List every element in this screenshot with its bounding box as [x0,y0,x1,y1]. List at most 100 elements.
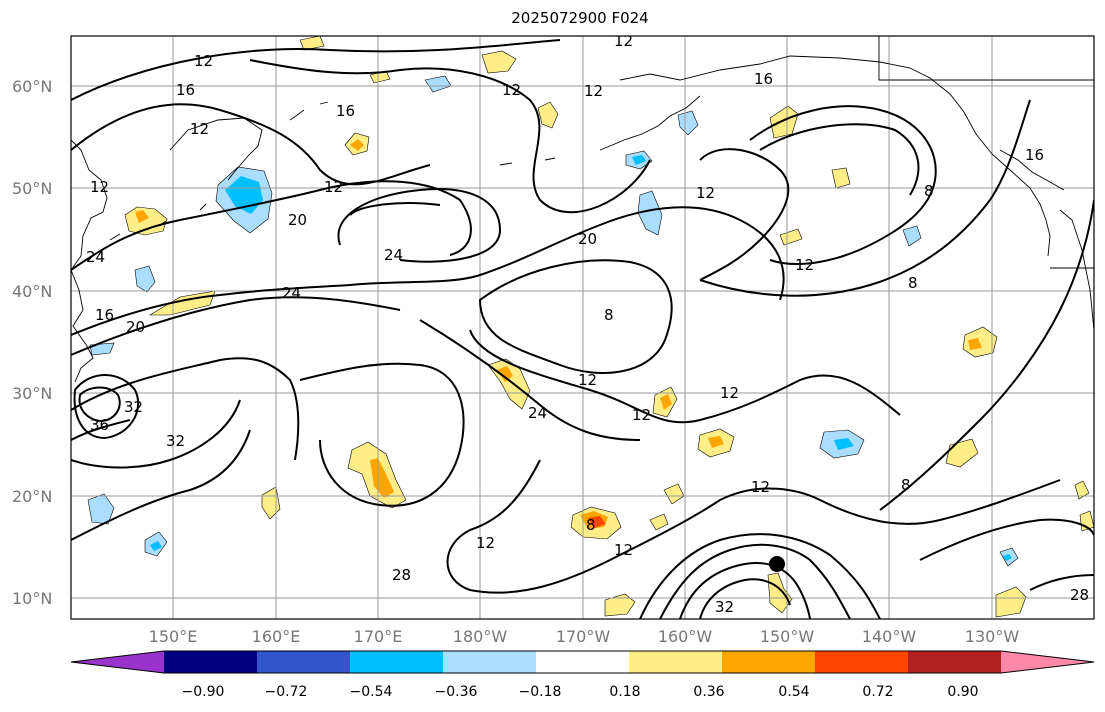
warm-patch [370,458,394,498]
contour-label: 24 [282,284,301,302]
contour-label: 12 [751,478,770,496]
contour-label: 16 [1025,146,1044,164]
colorbar-segment [1001,651,1094,673]
contour-label: 12 [584,82,603,100]
colorbar-segment [71,651,164,673]
colorbar-tick-label: 0.18 [609,684,640,700]
colorbar-tick-label: −0.36 [435,684,478,700]
contour-label: 8 [901,476,911,494]
colorbar-tick-label: −0.54 [350,684,393,700]
warm-patch [497,366,513,382]
cold-patch [134,265,156,293]
canada-border [878,36,1094,269]
warm-patch [660,394,672,410]
lat-label: 40°N [12,282,52,301]
warm-patch [995,586,1027,618]
warm-patch [831,167,851,189]
warm-patch [537,101,559,129]
contour-lines [71,39,1094,619]
colorbar-tick-label: 0.90 [947,684,978,700]
contour-label: 12 [720,384,739,402]
contour-label: 12 [476,534,495,552]
contour-label: 8 [924,182,934,200]
warm-patch [1074,480,1090,500]
coastlines [71,36,1094,383]
colorbar-outline [70,650,1095,674]
contour-label: 8 [586,516,596,534]
map-title: 2025072900 F024 [511,9,649,27]
lon-label: 150°E [149,627,198,646]
contour-label: 32 [715,598,734,616]
warm-patch [588,516,606,528]
colorbar-segment [443,651,537,673]
warm-patch [481,50,517,74]
contour-label: 8 [908,274,918,292]
warm-patch [649,513,669,531]
anomaly-patches [87,36,1094,618]
contour-label: 16 [95,306,114,324]
contour-label: 28 [392,566,411,584]
lon-label: 160°E [252,627,301,646]
warm-patch [604,593,636,617]
contour-label: 20 [578,230,597,248]
longitude-labels: 150°E 160°E 170°E 180°W 170°W 160°W 150°… [149,627,1020,646]
contour-label: 12 [190,120,209,138]
kamchatka-coast [169,117,263,181]
contour-label: 12 [614,32,633,50]
contour-label: 12 [324,178,343,196]
lon-label: 180°W [453,627,508,646]
lon-label: 150°W [760,627,815,646]
warm-patch [135,210,149,223]
cold-patch [1003,554,1012,561]
contour-label: 28 [1070,586,1089,604]
cold-patch [834,438,854,450]
contour-label: 16 [336,102,355,120]
cold-patch [87,493,115,525]
alaska-coast [619,55,1051,257]
lat-label: 10°N [12,589,52,608]
colorbar-segment [815,651,909,673]
colorbar-tick-label: 0.72 [862,684,893,700]
warm-patch [968,338,982,350]
contour-label: 12 [90,178,109,196]
cold-patch [150,541,162,551]
warm-patch [708,436,724,448]
lat-label: 50°N [12,179,52,198]
contour-label: 12 [632,406,651,424]
colorbar-segment [350,651,444,673]
contour-label: 12 [614,541,633,559]
warm-patch [769,105,799,139]
lon-label: 140°W [862,627,917,646]
contour-label: 12 [696,184,715,202]
contour-labels: 12 12 12 12 16 16 16 12 12 12 8 20 20 20… [86,32,1089,616]
colorbar-segment [164,651,258,673]
contour-label: 12 [194,52,213,70]
cold-patch [677,110,699,136]
contour-label: 12 [795,256,814,274]
lat-label: 60°N [12,77,52,96]
colorbar-segment [536,651,630,673]
storm-center-marker [769,556,785,572]
contour-label: 36 [90,416,109,434]
contour-label: 8 [604,306,614,324]
contour-label: 24 [86,248,105,266]
warm-patch [124,206,168,236]
colorbar-segment [722,651,816,673]
latitude-labels: 60°N 50°N 40°N 30°N 20°N 10°N [12,77,52,608]
contour-label: 20 [126,318,145,336]
contour-label: 32 [124,398,143,416]
lon-label: 170°E [354,627,403,646]
contour-label: 32 [166,432,185,450]
cold-patch [632,155,646,165]
lat-label: 20°N [12,487,52,506]
warm-patch [779,228,803,246]
contour-label: 12 [502,81,521,99]
graticule [71,36,1094,619]
colorbar-tick-label: 0.54 [778,684,809,700]
lat-label: 30°N [12,384,52,403]
warm-patch [299,36,325,51]
contour-label: 16 [176,81,195,99]
contour-label: 12 [578,371,597,389]
lon-label: 130°W [965,627,1020,646]
